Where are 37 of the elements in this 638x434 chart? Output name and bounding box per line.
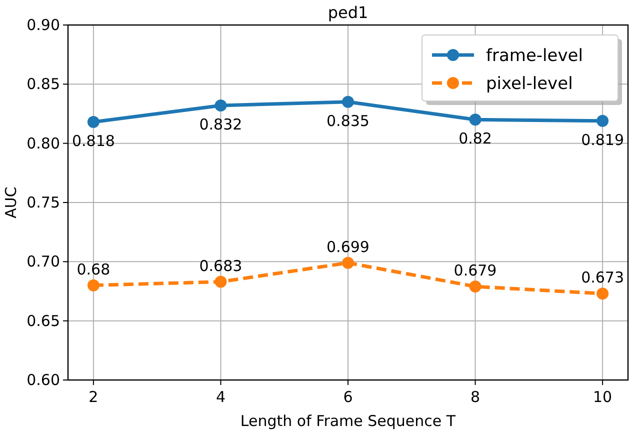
point <box>87 116 100 128</box>
point <box>342 96 354 108</box>
point <box>87 279 100 292</box>
data-label: 0.679 <box>454 262 497 280</box>
data-label: 0.699 <box>326 238 370 256</box>
y-tick-label: 0.90 <box>26 16 60 34</box>
x-tick-label: 8 <box>470 388 480 406</box>
x-tick-label: 10 <box>593 388 612 406</box>
y-tick-label: 0.65 <box>26 312 60 330</box>
data-label: 0.82 <box>458 130 492 148</box>
data-label: 0.818 <box>72 132 115 150</box>
data-label: 0.835 <box>326 112 370 130</box>
y-axis-title: AUC <box>2 186 20 218</box>
data-label: 0.68 <box>76 260 110 278</box>
point <box>469 280 482 293</box>
y-tick-label: 0.70 <box>26 252 60 271</box>
point <box>342 256 354 269</box>
legend-label: pixel-level <box>486 74 573 94</box>
data-label: 0.832 <box>199 115 242 134</box>
y-tick-label: 0.75 <box>26 194 60 212</box>
data-label: 0.819 <box>581 130 624 149</box>
point <box>214 99 227 112</box>
x-tick-label: 2 <box>88 388 98 406</box>
x-axis-title: Length of Frame Sequence T <box>240 412 456 430</box>
y-tick-label: 0.80 <box>26 134 60 152</box>
data-label: 0.683 <box>199 256 242 275</box>
point <box>596 288 609 300</box>
y-tick-label: 0.60 <box>26 371 60 389</box>
data-label: 0.673 <box>581 268 624 287</box>
point <box>469 114 482 126</box>
chart-title: ped1 <box>328 3 368 22</box>
point <box>214 276 227 288</box>
x-tick-label: 4 <box>216 388 226 406</box>
point <box>596 114 609 127</box>
x-tick-label: 6 <box>343 388 353 406</box>
legend-label: frame-level <box>486 46 583 66</box>
y-tick-label: 0.85 <box>26 75 60 94</box>
